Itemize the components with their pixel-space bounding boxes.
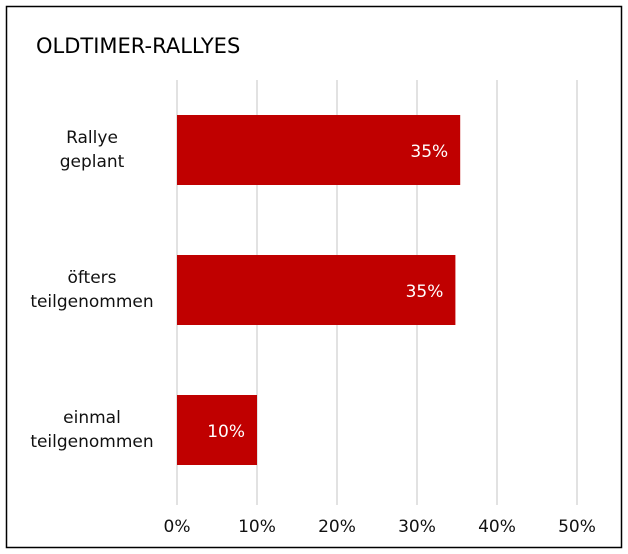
- x-tick-label: 10%: [238, 517, 276, 537]
- y-tick-label: einmal teilgenommen: [30, 408, 154, 452]
- x-tick-label: 20%: [318, 517, 356, 537]
- value-label: 10%: [207, 422, 245, 442]
- value-label: 35%: [406, 282, 444, 302]
- bar: [177, 395, 257, 465]
- x-tick-label: 40%: [478, 517, 516, 537]
- y-tick-label: öfters teilgenommen: [30, 268, 154, 312]
- value-label: 35%: [410, 142, 448, 162]
- x-tick-label: 30%: [398, 517, 436, 537]
- x-tick-label: 0%: [164, 517, 191, 537]
- bar: [177, 115, 461, 185]
- chart-title: OLDTIMER-RALLYES: [36, 34, 240, 58]
- x-tick-label: 50%: [558, 517, 596, 537]
- bar: [177, 255, 456, 325]
- y-tick-label: Rallye geplant: [59, 128, 125, 172]
